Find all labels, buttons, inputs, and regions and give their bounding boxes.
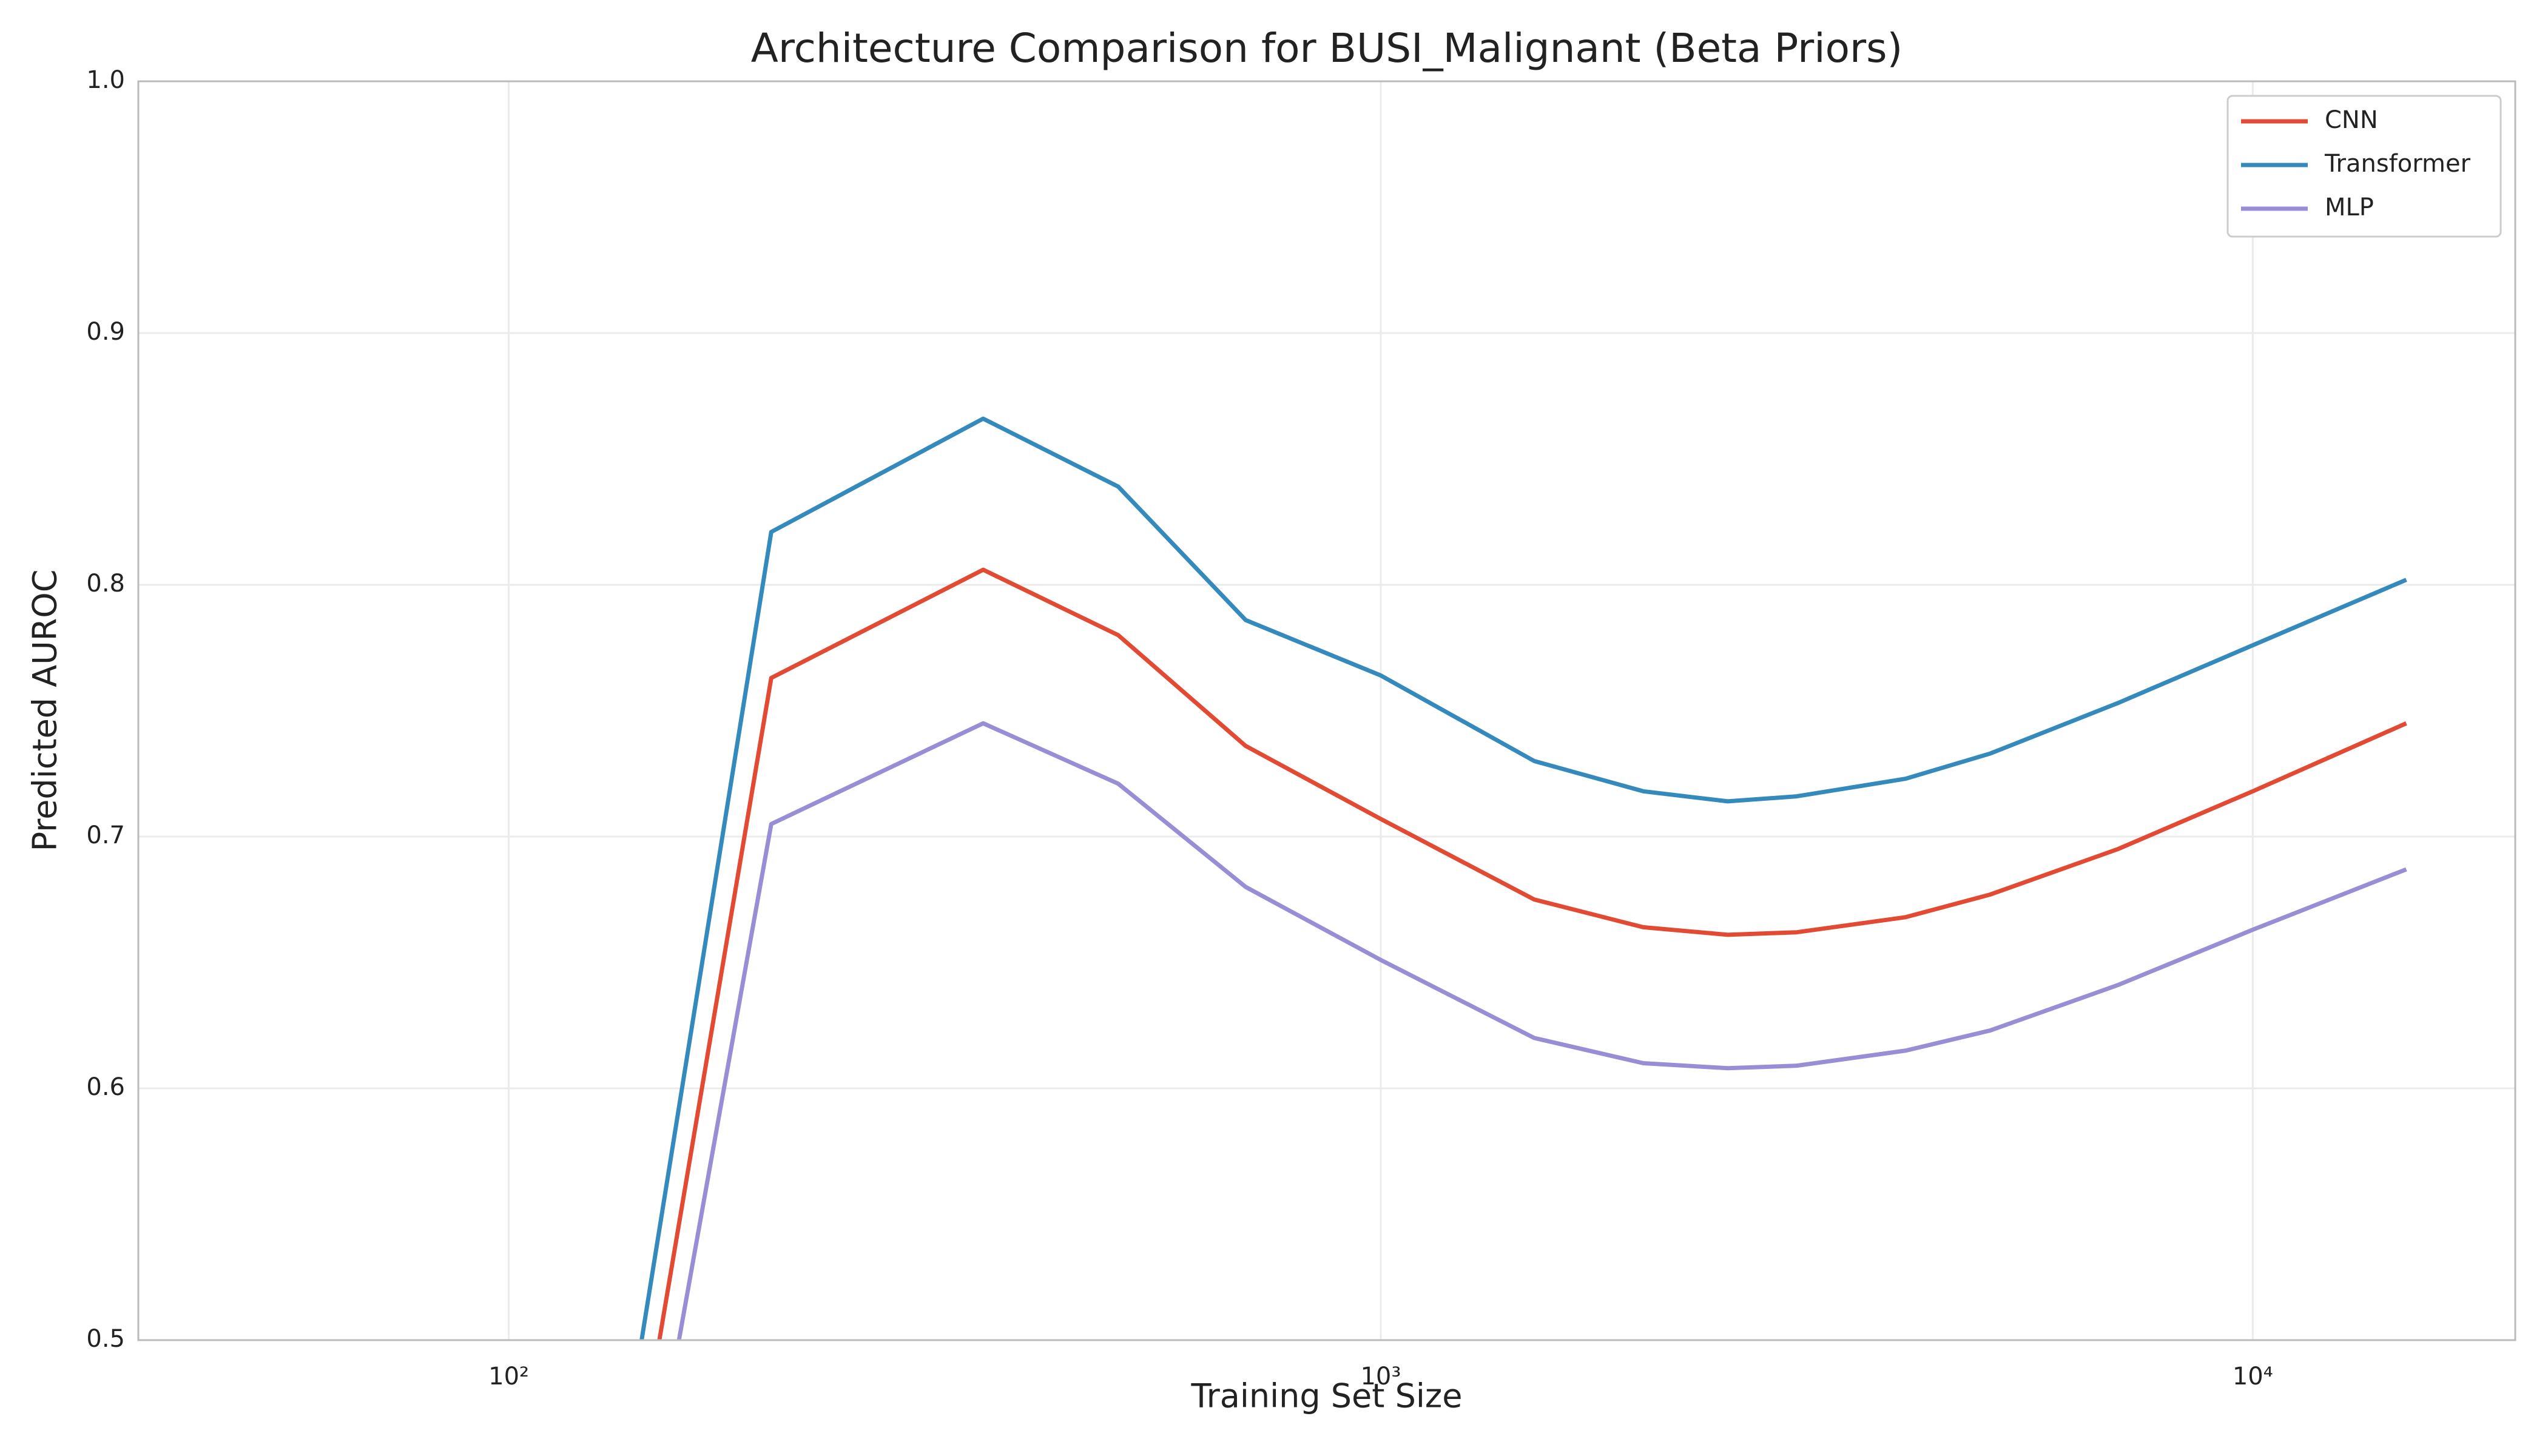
axes-frame [137, 80, 2516, 1341]
legend-label: Transformer [2324, 150, 2471, 178]
chart-title: Architecture Comparison for BUSI_Maligna… [751, 25, 1903, 72]
plot-area [639, 416, 2407, 1340]
legend-label: MLP [2325, 194, 2374, 221]
y-tick-label: 0.9 [86, 318, 125, 346]
series-line [657, 567, 2407, 1340]
y-tick-label: 0.6 [86, 1073, 125, 1101]
series-line [639, 416, 2407, 1340]
x-tick-label: 10² [488, 1363, 529, 1390]
y-tick-label: 0.8 [86, 570, 125, 598]
series-line [676, 721, 2407, 1340]
y-tick-label: 0.5 [86, 1325, 125, 1353]
x-tick-label: 10³ [1360, 1363, 1401, 1390]
legend-box [2226, 95, 2502, 238]
y-axis-label: Predicted AUROC [26, 570, 64, 852]
y-tick-label: 1.0 [86, 66, 125, 94]
y-tick-label: 0.7 [86, 821, 125, 849]
x-axis-label: Training Set Size [1191, 1377, 1463, 1415]
x-tick-label: 10⁴ [2233, 1363, 2273, 1390]
legend-label: CNN [2325, 106, 2378, 134]
legend: CNN Transformer MLP [2226, 95, 2502, 238]
